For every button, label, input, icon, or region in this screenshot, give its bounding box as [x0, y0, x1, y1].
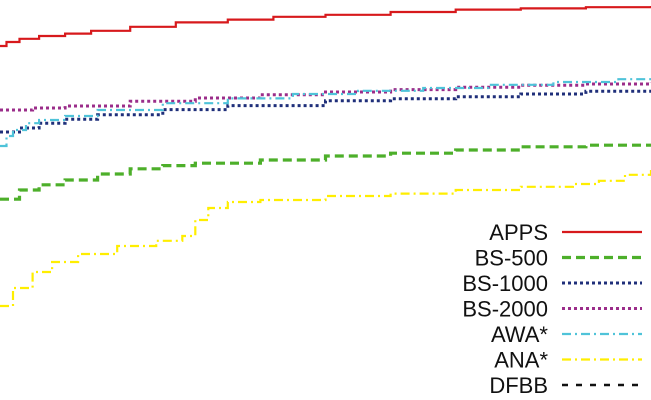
legend-entry-apps: APPS	[489, 220, 642, 245]
legend-label-apps: APPS	[489, 220, 548, 245]
legend-label-ana: ANA*	[494, 348, 548, 373]
legend-label-bs-2000: BS-2000	[462, 297, 548, 322]
legend-label-bs-1000: BS-1000	[462, 271, 548, 296]
legend-entry-ana: ANA*	[494, 348, 642, 373]
legend-entry-bs-2000: BS-2000	[462, 297, 642, 322]
legend-entry-bs-1000: BS-1000	[462, 271, 642, 296]
legend-entry-bs-500: BS-500	[475, 246, 642, 271]
legend-label-bs-500: BS-500	[475, 246, 548, 271]
legend-label-dfbb: DFBB	[489, 373, 548, 398]
legend-label-awa: AWA*	[491, 322, 548, 347]
series-line-bs-500	[0, 143, 651, 201]
plot-area	[0, 6, 651, 308]
series-line-bs-2000	[0, 82, 651, 112]
legend-entry-dfbb: DFBB	[489, 373, 642, 398]
series-line-bs-1000	[0, 89, 651, 134]
series-line-apps	[0, 6, 651, 48]
series-line-awa	[0, 77, 651, 148]
series-line-ana	[0, 170, 651, 308]
legend-entry-awa: AWA*	[491, 322, 642, 347]
